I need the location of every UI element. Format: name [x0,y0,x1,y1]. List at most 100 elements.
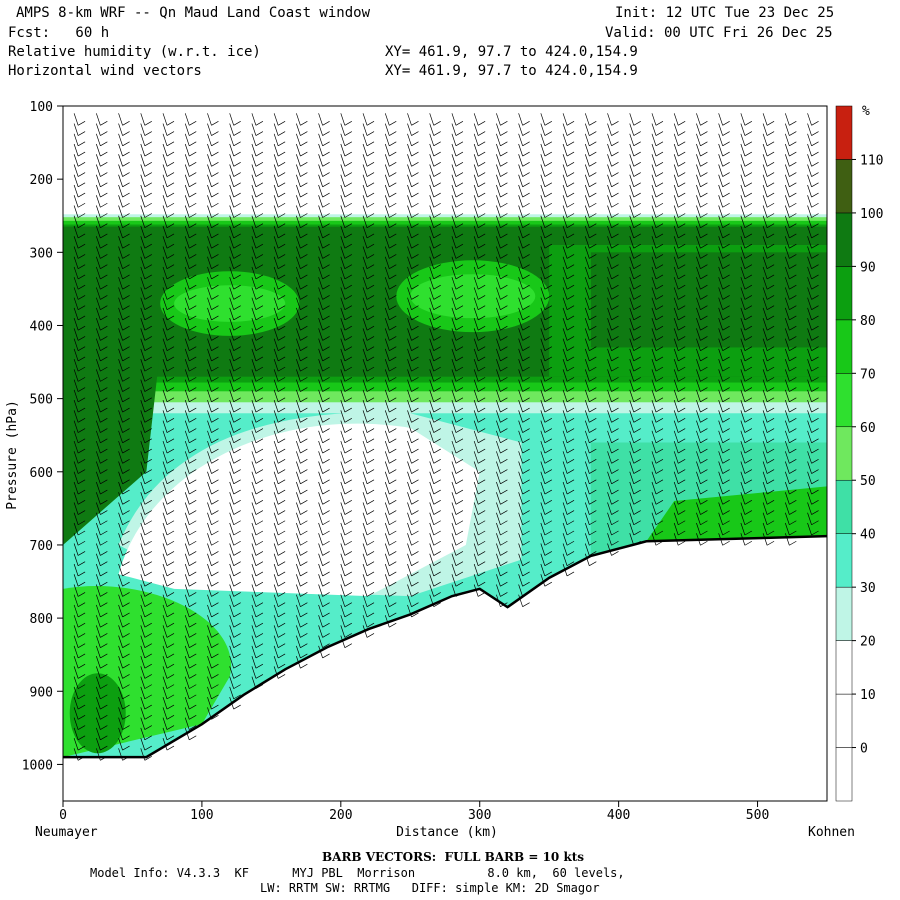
wind-barb [740,297,753,310]
rh-right-100 [590,252,827,348]
wind-barb [318,563,330,577]
wind-barb [651,123,664,136]
wind-barb [318,522,330,536]
wind-barb [140,205,152,218]
wind-barb [140,717,152,730]
wind-barb [807,399,819,413]
wind-barb [407,307,419,321]
wind-barb [96,113,108,126]
wind-barb [540,492,553,505]
wind-barb [762,502,775,515]
wind-barb [251,502,264,515]
wind-barb [340,420,352,433]
wind-barb [340,410,352,423]
wind-barb [740,451,753,464]
wind-barb [673,287,686,300]
wind-barb [473,256,486,270]
rh-lowleft-90 [69,673,126,754]
wind-barb [73,440,86,454]
wind-barb [362,215,375,229]
wind-barb [496,236,508,249]
wind-barb [473,328,486,341]
wind-barb [229,584,241,597]
wind-barb [384,205,397,218]
wind-barb [429,143,441,157]
wind-barb [318,143,330,157]
wind-barb [251,594,264,607]
wind-barb [518,574,530,587]
wind-barb [118,697,130,710]
wind-barb [140,277,152,290]
wind-barb [673,236,686,249]
wind-barb [429,399,441,413]
wind-barb [429,543,441,556]
wind-barb [718,481,730,495]
wind-barb [518,399,530,413]
wind-barb [629,440,641,454]
wind-barb [73,481,86,495]
wind-barb [473,522,486,536]
wind-barb [273,184,286,198]
wind-barb [184,584,197,597]
y-tick-label: 800 [30,612,53,627]
wind-barb [251,625,264,638]
wind-barb [229,676,241,689]
wind-barb [384,481,397,495]
wind-barb [518,543,530,556]
wind-barb [629,399,641,413]
wind-barb [162,287,175,300]
wind-barb [340,574,352,587]
wind-barb [407,266,419,280]
wind-barb [96,543,108,556]
wind-barb [207,328,219,341]
wind-barb [251,133,264,147]
wind-barb [162,686,175,700]
wind-barb [229,440,241,454]
wind-barb [73,174,86,188]
wind-barb [184,256,197,270]
wind-barb [384,236,397,249]
wind-barb [118,236,130,249]
wind-barb [473,154,486,167]
wind-barb [251,399,264,413]
colorbar-swatch [835,693,853,748]
wind-barb [229,369,241,382]
colorbar-swatch [835,426,853,481]
wind-barb [762,430,775,444]
wind-barb [651,492,664,505]
wind-barb [807,184,819,198]
wind-barb [273,410,286,423]
wind-barb [607,420,619,433]
wind-barb [384,184,397,198]
wind-barb [362,451,375,464]
wind-barb [73,430,86,444]
wind-barb [696,399,708,413]
wind-barb [496,266,508,280]
wind-barb [118,512,130,526]
wind-barb [273,287,286,300]
wind-barb [118,707,130,720]
wind-barb [496,297,508,310]
wind-barb [229,594,241,607]
wind-barb [207,369,219,382]
wind-barb [184,481,197,495]
wind-barb [518,430,530,444]
wind-barb [229,338,241,351]
wind-barb [118,522,130,536]
wind-barb [340,492,352,505]
wind-barb [251,615,264,628]
wind-barb [273,471,286,485]
wind-barb [784,369,797,382]
wind-barb [140,113,152,126]
wind-barb [562,195,575,208]
wind-barb [651,277,664,290]
wind-barb [407,604,419,618]
wind-barb [540,328,553,341]
wind-barb [207,574,219,587]
wind-barb [140,430,152,444]
wind-barb [184,563,197,577]
wind-barb [184,174,197,188]
wind-barb [429,348,441,362]
wind-barb [718,143,730,157]
wind-barb [673,389,686,403]
